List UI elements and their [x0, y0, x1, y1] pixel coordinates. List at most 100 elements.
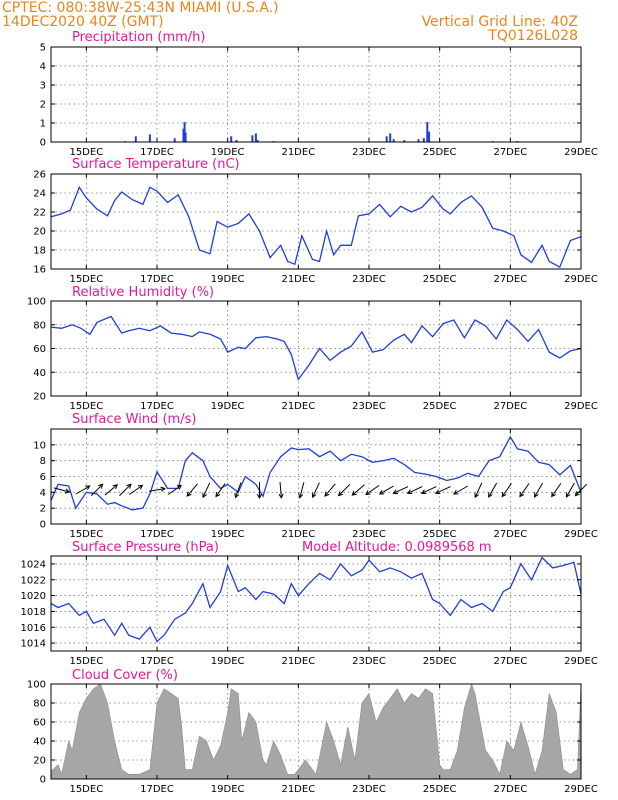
wind-vector [551, 483, 562, 498]
precip-panel: 15DEC 17DEC 19DEC 21DEC 23DEC 25DEC 27DEC 29DEC… [40, 43, 598, 159]
wind-vector-head [365, 490, 371, 496]
y-tick-label: 0 [40, 775, 46, 786]
x-tick-label: 29DEC [564, 401, 598, 412]
x-tick-label: 27DEC [493, 529, 527, 540]
precip-bar [173, 138, 176, 142]
y-tick-label: 100 [27, 297, 46, 308]
wind-vector [501, 483, 512, 498]
x-tick-label: 15DEC [69, 401, 103, 412]
wind-vector-shaft [407, 486, 423, 494]
wind-vector-head [519, 491, 525, 498]
precip-bar [182, 128, 185, 142]
temp-title: Surface Temperature (nC) [72, 157, 240, 172]
wind-vector-shaft [104, 484, 118, 496]
wind-vector [420, 486, 437, 495]
y-tick-label: 16 [33, 265, 46, 276]
wind-vector [365, 484, 380, 496]
wind-vector [104, 484, 118, 496]
x-tick-label: 17DEC [140, 784, 174, 795]
y-tick-label: 5 [40, 43, 46, 54]
wind-vector [75, 485, 91, 495]
x-tick-label: 21DEC [281, 529, 315, 540]
precip-bar [392, 139, 395, 142]
x-tick-label: 17DEC [140, 274, 174, 285]
y-tick-label: 100 [27, 680, 46, 691]
x-tick-label: 17DEC [140, 401, 174, 412]
y-tick-label: 1024 [21, 559, 46, 570]
wind-vector [128, 484, 144, 495]
x-tick-label: 23DEC [352, 529, 386, 540]
x-tick-label: 29DEC [564, 529, 598, 540]
wind-vector [311, 482, 320, 499]
wind-vector-shaft [379, 485, 394, 495]
x-tick-label: 23DEC [352, 784, 386, 795]
wind-vector-head [215, 491, 221, 498]
y-tick-label: 2 [40, 100, 46, 111]
wind-vector-shaft [149, 488, 165, 492]
x-tick-label: 27DEC [493, 401, 527, 412]
x-tick-label: 25DEC [423, 147, 457, 158]
wind-vector-head [64, 488, 71, 494]
wind-vector-shaft [534, 482, 544, 498]
x-tick-label: 21DEC [281, 274, 315, 285]
wind-vector-shaft [279, 481, 282, 498]
wind-vector-shaft [75, 485, 90, 495]
wind-vector-shaft [235, 482, 242, 498]
wind-vector [149, 486, 166, 492]
x-tick-label: 25DEC [423, 529, 457, 540]
y-tick-label: 1 [40, 119, 46, 130]
x-tick-label: 19DEC [211, 529, 245, 540]
precip-bar [184, 132, 187, 142]
wind-vector-head [311, 492, 317, 499]
precip-bar [403, 140, 406, 142]
precip-bar [230, 136, 233, 142]
wind-vector [186, 483, 198, 497]
wind-vector-shaft [551, 483, 562, 497]
y-tick-label: 60 [33, 718, 46, 729]
wind-vector-head [574, 491, 580, 497]
y-tick-label: 80 [33, 320, 46, 331]
wind-vector-head [488, 492, 493, 498]
wind-vector-shaft [299, 482, 305, 498]
wind-vector-head [176, 484, 183, 490]
x-tick-label: 15DEC [69, 274, 103, 285]
precip-bar [426, 122, 429, 142]
wind-vector [324, 483, 336, 497]
y-tick-label: 22 [33, 208, 46, 219]
wind-vector [53, 487, 71, 494]
y-tick-label: 40 [33, 737, 46, 748]
y-tick-label: 60 [33, 344, 46, 355]
x-tick-label: 21DEC [281, 147, 315, 158]
y-tick-label: 1022 [21, 575, 46, 586]
wind-vector-shaft [128, 484, 143, 495]
wind-vector-head [324, 491, 330, 497]
temp-panel: 15DEC 17DEC 19DEC 21DEC 23DEC 25DEC 27DEC 29DEC… [33, 170, 598, 286]
x-tick-label: 27DEC [493, 784, 527, 795]
x-tick-label: 15DEC [69, 656, 103, 667]
precip-bar [254, 133, 257, 142]
wind-series-line [50, 435, 582, 511]
wind-vector [378, 485, 394, 495]
x-tick-label: 21DEC [281, 401, 315, 412]
precip-bar [385, 136, 388, 142]
wind-vector [452, 485, 469, 495]
wind-vector-head [337, 491, 344, 497]
precip-bar [251, 135, 254, 142]
wind-vector [337, 483, 351, 497]
y-tick-label: 20 [33, 227, 46, 238]
x-tick-label: 27DEC [493, 656, 527, 667]
press-panel: 15DEC 17DEC 19DEC 21DEC 23DEC 25DEC 27DEC 29DEC… [21, 555, 598, 667]
y-tick-label: 20 [33, 392, 46, 403]
wind-vector [90, 483, 104, 496]
wind-vector [256, 482, 263, 500]
wind-vector-shaft [351, 484, 365, 496]
wind-vector-head [186, 491, 192, 497]
y-tick-label: 1020 [21, 591, 46, 602]
precip-bar [183, 122, 186, 142]
wind-vector-head [378, 489, 385, 495]
wind-vector [434, 486, 451, 495]
y-tick-label: 3 [40, 81, 46, 92]
y-tick-label: 24 [33, 189, 46, 200]
wind-vector-head [406, 489, 413, 495]
